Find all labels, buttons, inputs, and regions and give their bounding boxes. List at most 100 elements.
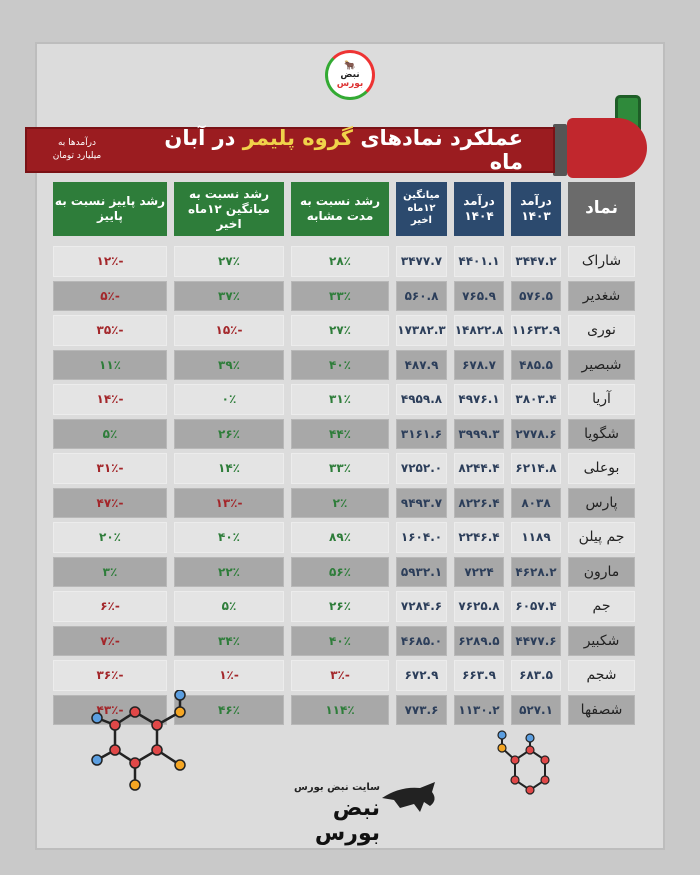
avg-12m-cell: ۳۱۶۱.۶ (396, 418, 447, 449)
revenue-1403-cell: ۶۸۳.۵ (511, 660, 561, 691)
revenue-1404-cell: ۲۲۴۶.۴ (454, 522, 504, 553)
revenue-1404-cell: ۸۲۲۶.۴ (454, 487, 504, 518)
symbol-cell: جم (568, 591, 635, 622)
symbol-cell: بوعلی (568, 453, 635, 484)
avg-12m-cell: ۱۶۰۴.۰ (396, 522, 447, 553)
revenue-1404-cell: ۷۶۲۵.۸ (454, 591, 504, 622)
symbol-cell: جم پیلن (568, 522, 635, 553)
growth-vs-avg-cell: ۱۴٪ (174, 453, 284, 484)
growth-yoy-cell: ۴۴٪ (291, 418, 389, 449)
growth-vs-avg-cell: ۲۷٪ (174, 246, 284, 277)
data-table: نماد درآمد ۱۴۰۳ درآمد ۱۴۰۴ میانگین ۱۲ماه اخ… (52, 182, 635, 725)
avg-12m-cell: ۳۴۷۷.۷ (396, 246, 447, 277)
footer-brand: سایت نبض بورس نبض بورس (270, 778, 440, 846)
growth-yoy-cell: ۴۰٪ (291, 625, 389, 656)
title-banner: عملکرد نمادهای گروه پلیمر در آبان ماه در… (25, 126, 555, 174)
avg-12m-cell: ۵۶۰.۸ (396, 280, 447, 311)
revenue-1403-cell: ۳۴۴۷.۲ (511, 246, 561, 277)
cuff-decoration (553, 124, 567, 176)
growth-yoy-cell: ۵۶٪ (291, 556, 389, 587)
growth-autumn-cell: -۷٪ (53, 625, 167, 656)
revenue-1404-cell: ۷۲۲۴ (454, 556, 504, 587)
unit-note: درآمدها به میلیارد تومان (52, 138, 102, 161)
growth-vs-avg-cell: -۱٪ (174, 660, 284, 691)
growth-yoy-cell: ۸۹٪ (291, 522, 389, 553)
revenue-1404-cell: ۶۶۳.۹ (454, 660, 504, 691)
avg-12m-cell: ۶۷۲.۹ (396, 660, 447, 691)
growth-autumn-cell: -۶٪ (53, 591, 167, 622)
symbol-cell: شصفها (568, 694, 635, 725)
revenue-1404-cell: ۶۲۸۹.۵ (454, 625, 504, 656)
growth-autumn-cell: -۳۶٪ (53, 660, 167, 691)
revenue-1404-cell: ۱۴۸۲۲.۸ (454, 315, 504, 346)
symbol-cell: نوری (568, 315, 635, 346)
growth-yoy-cell: ۲۶٪ (291, 591, 389, 622)
growth-vs-avg-cell: ۳۹٪ (174, 349, 284, 380)
revenue-1403-cell: ۱۱۸۹ (511, 522, 561, 553)
symbol-cell: پارس (568, 487, 635, 518)
growth-autumn-cell: ۵٪ (53, 418, 167, 449)
header-growth-yoy: رشد نسبت به مدت مشابه (291, 182, 389, 236)
growth-yoy-cell: ۱۱۴٪ (291, 694, 389, 725)
hand-icon (567, 118, 647, 178)
page-title: عملکرد نمادهای گروه پلیمر در آبان ماه (164, 126, 523, 174)
header-revenue-1403: درآمد ۱۴۰۳ (511, 182, 561, 236)
growth-autumn-cell: -۳۱٪ (53, 453, 167, 484)
revenue-1404-cell: ۸۲۴۴.۴ (454, 453, 504, 484)
growth-autumn-cell: -۱۴٪ (53, 384, 167, 415)
growth-autumn-cell: -۱۲٪ (53, 246, 167, 277)
avg-12m-cell: ۷۲۵۲.۰ (396, 453, 447, 484)
growth-autumn-cell: -۵٪ (53, 280, 167, 311)
symbol-cell: شگویا (568, 418, 635, 449)
avg-12m-cell: ۴۹۵۹.۸ (396, 384, 447, 415)
avg-12m-cell: ۴۸۷.۹ (396, 349, 447, 380)
revenue-1403-cell: ۴۶۲۸.۲ (511, 556, 561, 587)
growth-yoy-cell: ۲٪ (291, 487, 389, 518)
footer-site-label: سایت نبض بورس (294, 782, 380, 793)
avg-12m-cell: ۴۶۸۵.۰ (396, 625, 447, 656)
growth-vs-avg-cell: ۲۲٪ (174, 556, 284, 587)
growth-autumn-cell: ۲۰٪ (53, 522, 167, 553)
revenue-1404-cell: ۱۱۳۰.۲ (454, 694, 504, 725)
symbol-cell: مارون (568, 556, 635, 587)
growth-yoy-cell: ۳۳٪ (291, 453, 389, 484)
revenue-1403-cell: ۶۰۵۷.۴ (511, 591, 561, 622)
growth-autumn-cell: ۳٪ (53, 556, 167, 587)
bull-icon (382, 782, 435, 812)
growth-yoy-cell: ۲۸٪ (291, 246, 389, 277)
header-revenue-1404: درآمد ۱۴۰۴ (454, 182, 504, 236)
growth-autumn-cell: -۴۷٪ (53, 487, 167, 518)
growth-autumn-cell: -۳۵٪ (53, 315, 167, 346)
revenue-1403-cell: ۱۱۶۳۲.۹ (511, 315, 561, 346)
growth-vs-avg-cell: ۳۷٪ (174, 280, 284, 311)
growth-yoy-cell: ۳۱٪ (291, 384, 389, 415)
growth-yoy-cell: -۳٪ (291, 660, 389, 691)
growth-vs-avg-cell: ۲۶٪ (174, 418, 284, 449)
revenue-1404-cell: ۴۴۰۱.۱ (454, 246, 504, 277)
growth-vs-avg-cell: ۳۴٪ (174, 625, 284, 656)
symbol-cell: شبصیر (568, 349, 635, 380)
revenue-1403-cell: ۶۲۱۴.۸ (511, 453, 561, 484)
growth-vs-avg-cell: -۱۳٪ (174, 487, 284, 518)
growth-vs-avg-cell: ۴۰٪ (174, 522, 284, 553)
revenue-1403-cell: ۵۷۶.۵ (511, 280, 561, 311)
growth-vs-avg-cell: ۴۶٪ (174, 694, 284, 725)
header-growth-autumn: رشد پاییز نسبت به پاییز (53, 182, 167, 236)
header-growth-vs-avg: رشد نسبت به میانگین ۱۲ماه اخیر (174, 182, 284, 236)
revenue-1403-cell: ۲۷۷۸.۶ (511, 418, 561, 449)
revenue-1404-cell: ۶۷۸.۷ (454, 349, 504, 380)
growth-vs-avg-cell: ۵٪ (174, 591, 284, 622)
growth-yoy-cell: ۲۷٪ (291, 315, 389, 346)
footer-brand-name: نبض بورس (314, 796, 380, 846)
revenue-1404-cell: ۷۶۵.۹ (454, 280, 504, 311)
molecule-icon (91, 690, 186, 791)
growth-autumn-cell: ۱۱٪ (53, 349, 167, 380)
avg-12m-cell: ۷۷۳.۶ (396, 694, 447, 725)
growth-vs-avg-cell: ۰٪ (174, 384, 284, 415)
symbol-cell: آریا (568, 384, 635, 415)
header-avg-12m: میانگین ۱۲ماه اخیر (396, 182, 447, 236)
avg-12m-cell: ۵۹۳۲.۱ (396, 556, 447, 587)
avg-12m-cell: ۹۴۹۳.۷ (396, 487, 447, 518)
symbol-cell: شکبیر (568, 625, 635, 656)
growth-yoy-cell: ۴۰٪ (291, 349, 389, 380)
